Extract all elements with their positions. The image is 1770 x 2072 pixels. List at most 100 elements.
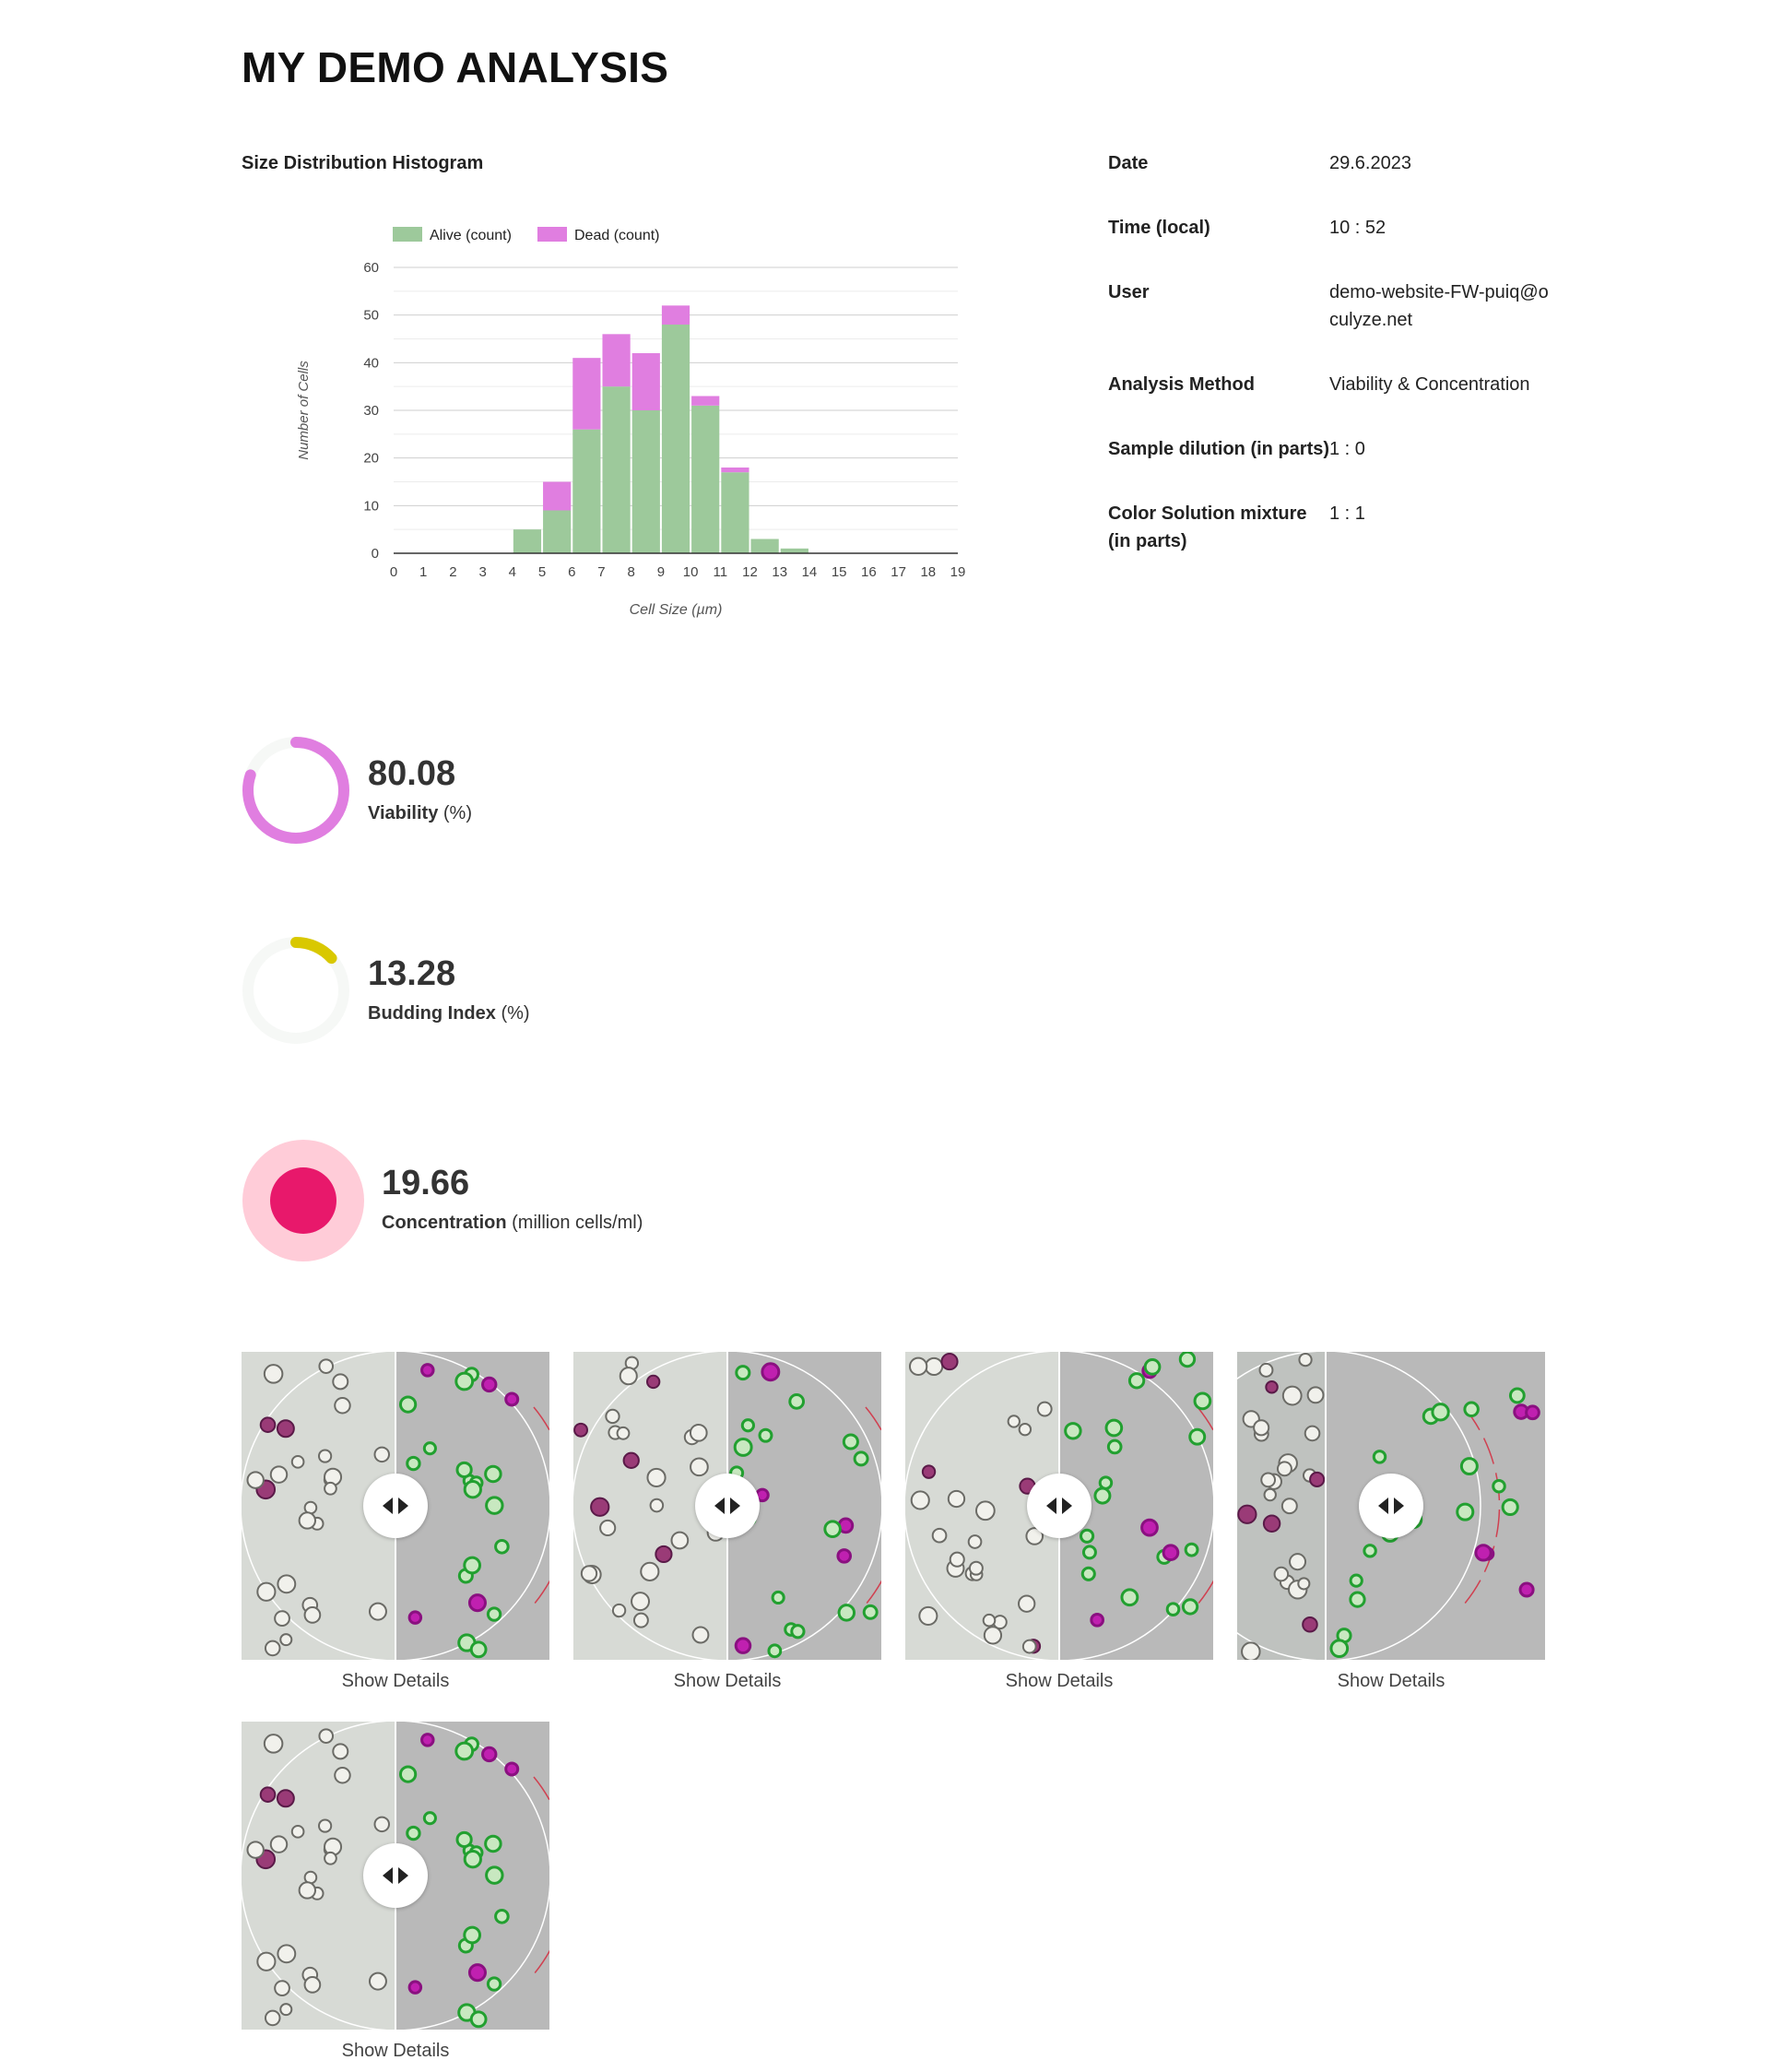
x-tick-label: 2 [449,564,456,580]
x-tick-label: 15 [832,564,847,580]
bar-alive [780,548,808,553]
concentration-metric: 19.66 Concentration (million cells/ml) [242,1139,795,1263]
info-row-analysis-method: Analysis Method Viability & Concentratio… [1108,371,1587,398]
cell-alive [1492,1478,1506,1494]
comparison-image[interactable] [242,1352,549,1660]
y-axis-title: Number of Cells [296,361,312,460]
cell [246,1471,265,1489]
cell [1265,1380,1279,1394]
bar-alive [572,429,601,553]
info-value: 10 : 52 [1329,218,1386,238]
cell-alive [455,1830,473,1849]
bar-dead [631,353,660,410]
cell [968,1560,984,1576]
arrow-right-icon [1394,1498,1404,1514]
compare-slider-handle[interactable] [1027,1474,1092,1538]
comparison-image[interactable] [905,1352,1213,1660]
cell [1036,1401,1053,1417]
cell-dead [407,1980,423,1995]
cell [373,1816,390,1833]
cell [264,1640,281,1657]
x-tick-label: 9 [657,564,665,580]
gallery-item: Show Details [1237,1352,1545,1692]
show-details-link[interactable]: Show Details [1337,1671,1446,1691]
cell-alive [837,1604,856,1622]
cell-dead [734,1637,752,1654]
budding-index-value: 13.28 [368,954,456,993]
cell-dead [504,1761,520,1777]
comparison-image[interactable] [242,1722,549,2030]
bar-dead [691,396,720,406]
show-details-link[interactable]: Show Details [1005,1671,1114,1691]
cell [605,1408,620,1425]
show-details-link[interactable]: Show Details [673,1671,782,1691]
cell-alive [1363,1544,1377,1558]
info-label: Date [1108,153,1149,173]
cell [691,1626,710,1644]
cell-alive [1349,1573,1363,1588]
arrow-left-icon [714,1498,725,1514]
cell-alive [1098,1475,1114,1490]
compare-slider-handle[interactable] [363,1843,428,1908]
cell-alive [1178,1352,1197,1368]
comparison-image[interactable] [1237,1352,1545,1660]
cell [925,1356,944,1377]
cell-alive [788,1393,806,1410]
cell-alive [823,1520,842,1538]
y-tick-label: 0 [372,546,379,562]
viability-ring-icon [242,737,349,844]
legend-label: Alive (count) [430,228,512,243]
show-details-link[interactable]: Show Details [341,2041,450,2061]
cell [290,1454,305,1469]
cell [655,1545,673,1564]
cell [599,1519,617,1537]
cell [632,1612,649,1628]
cell-dead [1090,1612,1105,1628]
microscope-comparison-image [242,1352,549,1660]
cell [940,1353,959,1371]
cell [368,1602,387,1621]
cell [1262,1514,1281,1533]
budding-ring-icon [242,937,349,1044]
comparison-image[interactable] [573,1352,881,1660]
cell [690,1457,709,1477]
cell [1260,1472,1277,1488]
cell-dead [1140,1518,1159,1537]
compare-slider-handle[interactable] [363,1474,428,1538]
cell-alive [454,1741,475,1761]
cell [318,1728,335,1744]
show-details-link[interactable]: Show Details [341,1671,450,1691]
gallery-item: Show Details [242,1722,549,2062]
cell-alive [463,1850,482,1869]
info-value: 29.6.2023 [1329,153,1411,173]
x-tick-label: 14 [802,564,818,580]
x-tick-label: 5 [538,564,546,580]
cell-alive [485,1865,504,1885]
analysis-info-table: Date 29.6.2023 Time (local) 10 : 52 User… [1108,149,1587,592]
cell-alive [1165,1602,1181,1616]
y-tick-label: 30 [363,403,379,419]
bar-alive [691,405,720,553]
compare-slider-handle[interactable] [1359,1474,1423,1538]
cell [947,1489,966,1509]
cell [1021,1639,1037,1654]
x-tick-label: 16 [861,564,877,580]
cell-alive [422,1811,437,1826]
cell [1241,1641,1261,1660]
cell-alive [1459,1457,1479,1476]
y-tick-label: 20 [363,451,379,467]
budding-index-metric: 13.28 Budding Index (%) [242,936,702,1047]
legend-label: Dead (count) [574,228,660,243]
bar-alive [513,529,542,553]
concentration-value: 19.66 [382,1164,470,1202]
cell [269,1835,289,1853]
compare-slider-handle[interactable] [695,1474,760,1538]
info-label: Analysis Method [1108,374,1255,395]
cell [918,1605,938,1626]
cell-alive [1080,1528,1095,1544]
info-label: Sample dilution (in parts) [1108,439,1330,459]
cell [931,1527,948,1544]
cell [256,1951,277,1971]
x-tick-label: 18 [920,564,936,580]
